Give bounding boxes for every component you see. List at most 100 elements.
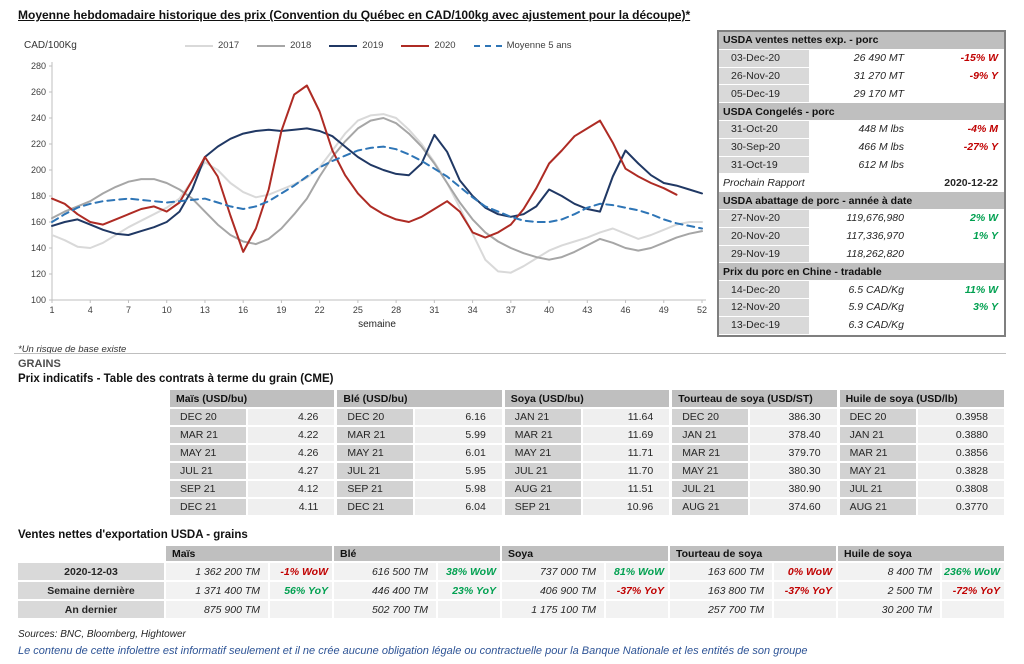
futures-row: DEC 21 4.11 <box>170 499 335 515</box>
svg-text:160: 160 <box>31 217 46 227</box>
svg-text:10: 10 <box>162 305 172 315</box>
svg-text:16: 16 <box>238 305 248 315</box>
svg-text:40: 40 <box>544 305 554 315</box>
exports-row-label: 2020-12-03 <box>18 563 164 580</box>
exports-commodity-header: Blé <box>334 546 500 561</box>
disclaimer-text: Le contenu de cette infolettre est infor… <box>18 645 808 657</box>
futures-row: JUL 21 380.90 <box>672 481 837 497</box>
svg-text:200: 200 <box>31 165 46 175</box>
contract-price: 6.04 <box>415 499 502 515</box>
contract-price: 4.11 <box>248 499 335 515</box>
futures-group-4: Huile de soya (USD/lb) DEC 20 0.3958 JAN 21… <box>839 390 1004 517</box>
contract-price: 5.98 <box>415 481 502 497</box>
svg-text:31: 31 <box>429 305 439 315</box>
usda-data-row: 27-Nov-20 119,676,980 2% W <box>719 209 1004 228</box>
exports-commodity-header: Tourteau de soya <box>670 546 836 561</box>
contract-price: 10.96 <box>582 499 670 515</box>
contract-month: SEP 21 <box>170 481 246 497</box>
usda-row-value: 29 170 MT <box>853 87 904 100</box>
contract-month: DEC 20 <box>337 409 414 425</box>
contract-month: AUG 21 <box>672 499 749 515</box>
svg-text:180: 180 <box>31 191 46 201</box>
contract-price: 4.12 <box>248 481 335 497</box>
futures-row: AUG 21 374.60 <box>672 499 837 515</box>
contract-price: 11.64 <box>582 409 670 425</box>
y-axis-title: CAD/100Kg <box>24 40 77 51</box>
svg-text:240: 240 <box>31 113 46 123</box>
svg-text:280: 280 <box>31 61 46 71</box>
futures-group-0: Maïs (USD/bu) DEC 20 4.26 MAR 21 4.22 MAY 21 4… <box>170 390 335 517</box>
chart-series-2018 <box>51 117 703 261</box>
chart-series-moyenne-5-ans <box>51 145 703 230</box>
svg-text:1: 1 <box>49 305 54 315</box>
contract-price: 11.70 <box>582 463 670 479</box>
contract-month: DEC 20 <box>839 409 916 425</box>
usda-row-date: 31-Oct-19 <box>719 156 809 174</box>
grains-section-title: GRAINS <box>18 358 61 370</box>
exports-change: 236% WoW <box>942 563 1004 580</box>
legend-swatch <box>473 44 502 47</box>
usda-row-change: -9% Y <box>969 69 998 82</box>
contract-price: 380.30 <box>750 463 837 479</box>
usda-row-value: 6.3 CAD/Kg <box>848 319 904 332</box>
contract-price: 4.26 <box>248 409 335 425</box>
usda-row-date: 30-Sep-20 <box>719 138 809 156</box>
contract-month: JAN 21 <box>839 427 916 443</box>
contract-price: 379.70 <box>750 445 837 461</box>
exports-amount: 446 400 TM <box>334 582 436 599</box>
futures-row: SEP 21 10.96 <box>504 499 670 515</box>
exports-table-title: Ventes nettes d'exportation USDA - grain… <box>18 529 248 541</box>
price-line-chart: 100 120 140 160 180 200 220 240 260 280 1 4 7 10 13 16 1… <box>31 61 707 330</box>
svg-text:25: 25 <box>353 305 363 315</box>
futures-table: Maïs (USD/bu) DEC 20 4.26 MAR 21 4.22 MAY 21 4… <box>170 390 1004 517</box>
usda-row-value: 466 M lbs <box>858 141 904 154</box>
contract-month: JUL 21 <box>170 463 246 479</box>
contract-month: JAN 21 <box>504 409 581 425</box>
futures-row: MAY 21 0.3828 <box>839 463 1004 479</box>
futures-row: MAR 21 0.3856 <box>839 445 1004 461</box>
usda-data-row: 26-Nov-20 31 270 MT -9% Y <box>719 67 1004 86</box>
chart-series-2020 <box>51 84 678 253</box>
usda-data-row: 05-Dec-19 29 170 MT <box>719 85 1004 104</box>
legend-item: Moyenne 5 ans <box>473 40 572 51</box>
exports-change: 56% YoY <box>270 582 332 599</box>
usda-row-value: 5.9 CAD/Kg <box>848 301 904 314</box>
futures-row: MAY 21 4.26 <box>170 445 335 461</box>
contract-price: 4.26 <box>248 445 335 461</box>
usda-data-row: 14-Dec-20 6.5 CAD/Kg 11% W <box>719 281 1004 299</box>
legend-swatch <box>185 44 213 47</box>
usda-row-value: 612 M lbs <box>858 158 904 171</box>
futures-row: JUL 21 4.27 <box>170 463 335 479</box>
futures-group-3: Tourteau de soya (USD/ST) DEC 20 386.30 JAN… <box>672 390 837 517</box>
exports-change: -37% YoY <box>774 582 836 599</box>
contract-month: DEC 20 <box>672 409 749 425</box>
svg-text:22: 22 <box>315 305 325 315</box>
exports-row-label: Semaine dernière <box>18 582 164 599</box>
contract-month: JUL 21 <box>337 463 414 479</box>
contract-price: 374.60 <box>750 499 837 515</box>
contract-price: 11.69 <box>582 427 670 443</box>
futures-table-title: Prix indicatifs - Table des contrats à t… <box>18 373 334 385</box>
contract-month: MAY 21 <box>672 463 749 479</box>
usda-row-value: 119,676,980 <box>846 212 904 225</box>
exports-amount: 163 600 TM <box>670 563 772 580</box>
futures-group-header: Soya (USD/bu) <box>504 390 670 407</box>
exports-amount: 406 900 TM <box>502 582 604 599</box>
contract-price: 4.22 <box>248 427 335 443</box>
exports-amount: 8 400 TM <box>838 563 940 580</box>
exports-change <box>270 601 332 618</box>
exports-amount: 616 500 TM <box>334 563 436 580</box>
legend-item: 2020 <box>401 40 456 51</box>
sources-line: Sources: BNC, Bloomberg, Hightower <box>18 629 186 640</box>
futures-row: DEC 21 6.04 <box>337 499 502 515</box>
contract-month: MAR 21 <box>337 427 414 443</box>
usda-report-value: 2020-12-22 <box>944 176 998 189</box>
chart-series-2017 <box>51 113 703 274</box>
exports-change: 23% YoY <box>438 582 500 599</box>
usda-row-change: -27% Y <box>963 141 998 154</box>
futures-row: JAN 21 0.3880 <box>839 427 1004 443</box>
contract-month: DEC 20 <box>170 409 246 425</box>
exports-commodity-header: Soya <box>502 546 668 561</box>
exports-change <box>774 601 836 618</box>
legend-swatch <box>329 44 358 47</box>
